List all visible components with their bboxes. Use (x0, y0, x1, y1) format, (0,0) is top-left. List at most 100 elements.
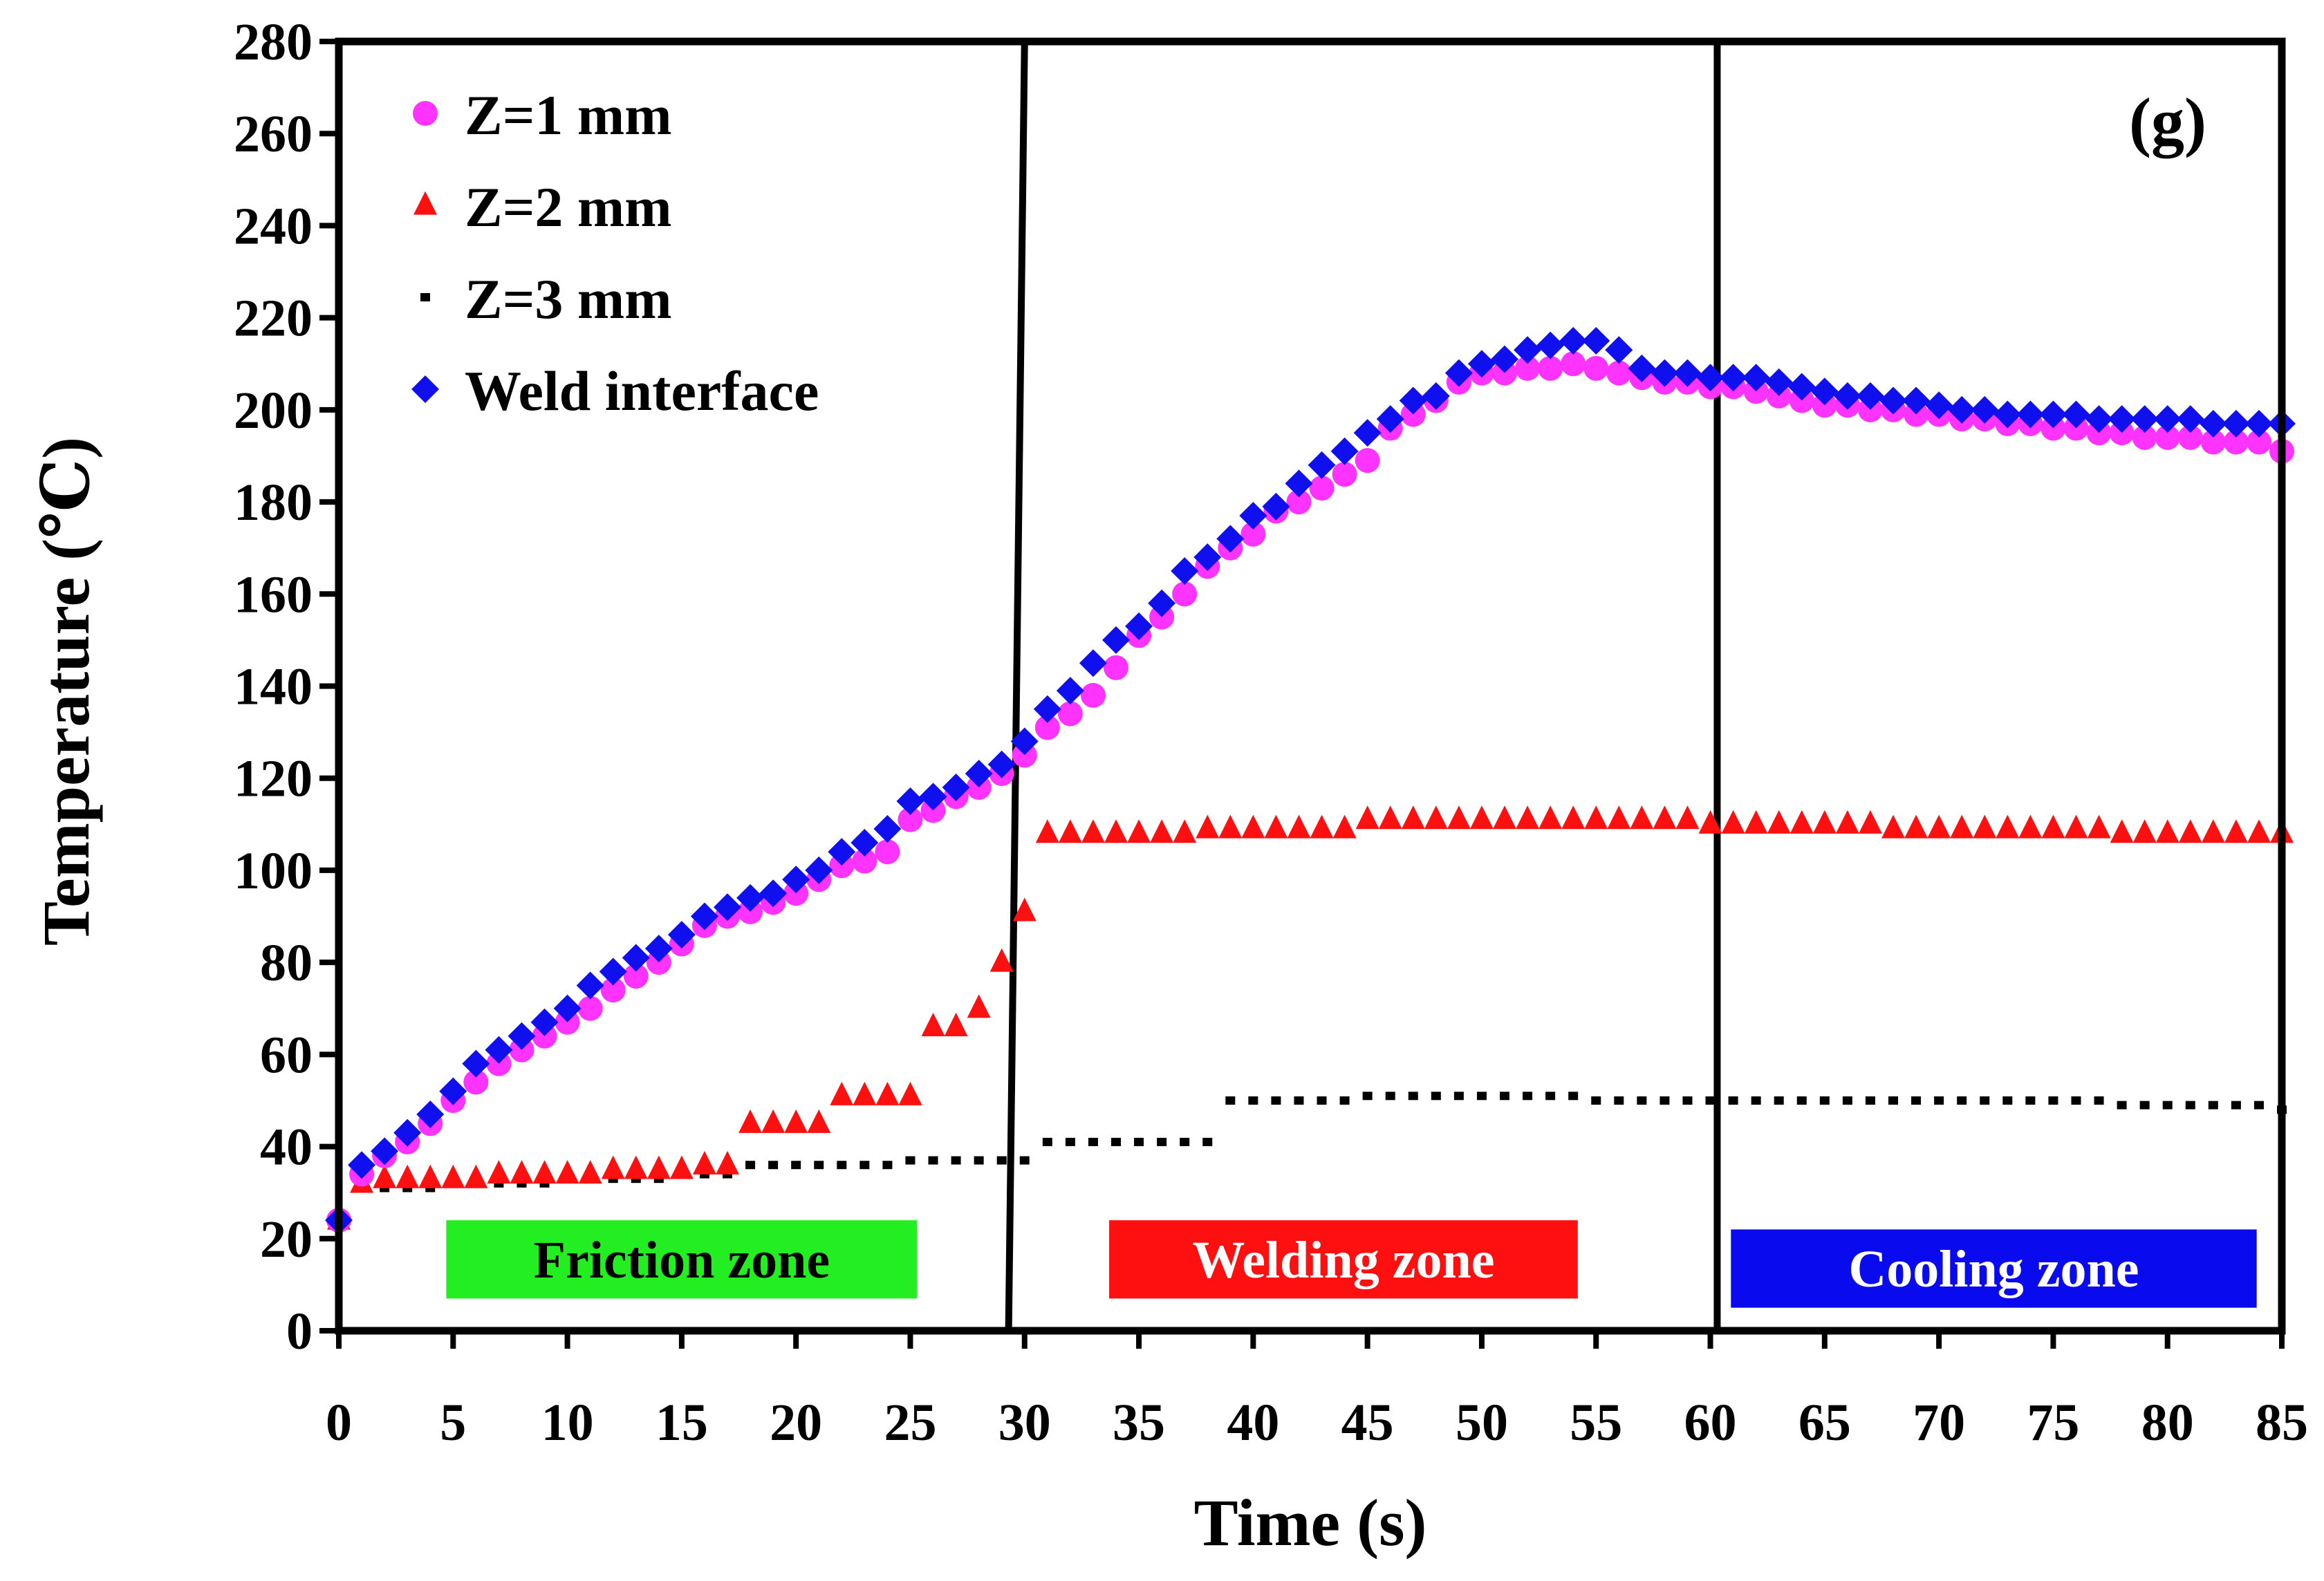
data-point (1796, 1096, 1807, 1105)
data-point (1660, 1096, 1670, 1105)
data-point (2200, 429, 2226, 455)
data-point (485, 1036, 513, 1064)
data-point (1239, 502, 1267, 530)
data-point (2177, 424, 2203, 450)
data-point (1180, 1137, 1190, 1146)
data-point (837, 1161, 847, 1170)
data-point (928, 1156, 938, 1165)
data-point (1865, 1096, 1875, 1105)
x-tick-label: 80 (2141, 1394, 2194, 1452)
x-tick-label: 75 (2027, 1394, 2079, 1452)
panel-label: (g) (2129, 84, 2206, 158)
data-point (1422, 382, 1450, 410)
y-tick-label: 120 (234, 750, 313, 808)
legend-marker (420, 293, 430, 301)
x-axis-title: Time (s) (1194, 1486, 1427, 1560)
data-point (623, 964, 649, 989)
zone-boundary-line-0 (1005, 41, 1028, 1331)
data-point (759, 879, 788, 908)
data-point (1721, 810, 1745, 834)
data-point (1810, 377, 1839, 406)
y-tick-label: 40 (260, 1119, 313, 1177)
data-point (578, 1160, 602, 1184)
data-point (2231, 1101, 2241, 1110)
x-axis-ticks: 0 5 10 15 20 25 30 35 40 45 50 55 60 65 70 75 80 85 (326, 1331, 2308, 1452)
data-point (1104, 819, 1128, 843)
data-point (2002, 1096, 2013, 1105)
data-point (1401, 805, 1425, 830)
data-point (2130, 405, 2159, 433)
x-tick-label: 20 (770, 1394, 822, 1452)
data-point (1653, 805, 1677, 830)
x-tick-label: 65 (1798, 1394, 1851, 1452)
data-point (1491, 345, 1518, 373)
data-point (1790, 810, 1814, 834)
data-point (373, 1164, 397, 1188)
data-point (2048, 1096, 2058, 1105)
data-point (1614, 1096, 1624, 1105)
data-point (1993, 400, 2022, 429)
data-series (325, 326, 2296, 1235)
data-point (1911, 1096, 1922, 1105)
data-point (1973, 814, 1997, 839)
data-point (1447, 805, 1471, 830)
data-point (1453, 1092, 1464, 1101)
data-point (647, 1155, 671, 1179)
data-point (667, 921, 696, 949)
data-point (784, 1109, 808, 1133)
data-point (1682, 1096, 1693, 1105)
data-point (1202, 1137, 1213, 1146)
data-point (1241, 814, 1265, 839)
data-point (989, 948, 1014, 972)
data-point (1104, 655, 1128, 680)
data-point (692, 1150, 716, 1175)
data-point (1173, 819, 1197, 843)
data-point (2132, 819, 2157, 843)
data-point (1765, 368, 1793, 396)
data-point (1287, 814, 1311, 839)
zone-label-0: Friction zone (534, 1231, 830, 1289)
data-point (996, 1156, 1007, 1165)
data-point (1628, 354, 1656, 382)
data-point (2247, 819, 2271, 843)
data-point (1637, 1096, 1647, 1105)
data-point (2117, 1101, 2127, 1110)
data-point (1330, 437, 1359, 465)
data-point (1294, 1096, 1304, 1105)
data-point (1742, 364, 1770, 392)
data-point (2155, 424, 2180, 450)
y-tick-label: 60 (260, 1026, 313, 1084)
data-point (1216, 525, 1245, 553)
data-point (1568, 1092, 1579, 1101)
data-point (1582, 326, 1610, 355)
data-point (1675, 805, 1700, 830)
data-point (919, 783, 947, 811)
data-point (1248, 1096, 1258, 1105)
data-point (1728, 1096, 1738, 1105)
data-point (2041, 814, 2065, 839)
data-point (2185, 1101, 2195, 1110)
data-point (921, 1012, 945, 1036)
data-point (1927, 814, 1951, 839)
data-point (1399, 386, 1427, 415)
data-point (1285, 469, 1313, 498)
data-point (576, 971, 604, 1000)
x-tick-label: 60 (1684, 1394, 1737, 1452)
data-point (1317, 1096, 1327, 1105)
data-point (1584, 805, 1608, 830)
data-point (1719, 364, 1747, 392)
data-point (1476, 1092, 1487, 1101)
y-tick-label: 0 (286, 1302, 313, 1360)
data-point (1376, 405, 1404, 433)
data-point (1698, 810, 1722, 834)
data-point (1353, 419, 1382, 447)
data-point (1079, 649, 1107, 677)
data-point (714, 893, 741, 922)
data-point (553, 994, 582, 1022)
data-point (896, 787, 924, 816)
zone-box-0 (446, 1220, 918, 1299)
data-point (1833, 382, 1861, 410)
zone-box-2 (1731, 1229, 2257, 1308)
data-point (2224, 819, 2248, 843)
